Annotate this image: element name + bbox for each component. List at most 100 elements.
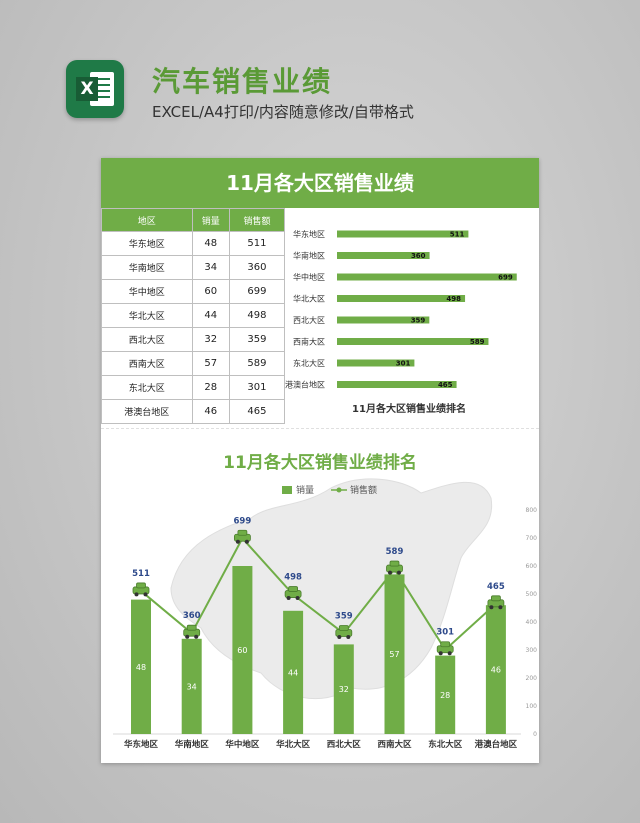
bar — [333, 644, 354, 734]
car-wheel — [489, 605, 494, 610]
category-label: 华东地区 — [124, 739, 159, 750]
car-wheel — [397, 570, 401, 575]
car-icon — [132, 582, 150, 597]
car-roof — [440, 641, 451, 648]
category-label: 华东地区 — [293, 229, 325, 239]
bar — [337, 273, 517, 281]
category-label: 华中地区 — [225, 739, 260, 750]
car-icon — [233, 529, 251, 544]
bar — [337, 230, 469, 238]
axis-tick-label: 400 — [526, 619, 538, 626]
page-title: 汽车销售业绩 — [152, 65, 333, 98]
chart-title: 11月各大区销售业绩排名 — [223, 452, 417, 473]
bar — [435, 655, 456, 734]
axis-tick-label: 300 — [526, 647, 538, 654]
car-wheel — [498, 605, 503, 610]
category-label: 西北大区 — [293, 315, 325, 325]
table-row: 华中地区 60 699 — [101, 279, 286, 304]
bar-data-label: 57 — [389, 650, 399, 659]
category-label: 华北大区 — [293, 294, 325, 304]
cell-region: 华东地区 — [101, 231, 193, 256]
chart-title: 11月各大区销售业绩排名 — [352, 402, 466, 415]
bar — [337, 316, 430, 324]
car-wheel — [438, 651, 443, 656]
axis-tick-label: 800 — [526, 507, 538, 514]
car-roof — [288, 586, 299, 592]
car-wheel — [346, 634, 351, 639]
sales-table: 地区 销量 销售额 华东地区 48 511 华南地区 34 360 华中地区 60 699 华北大… — [101, 208, 286, 424]
excel-letter-icon: X — [76, 77, 98, 101]
category-label: 东北大区 — [428, 739, 463, 750]
car-wheel — [143, 592, 148, 597]
data-label: 359 — [411, 317, 426, 325]
series-line — [140, 536, 497, 652]
category-label: 华南地区 — [293, 251, 325, 261]
bar — [232, 566, 253, 734]
legend: 销量 销售额 — [282, 484, 377, 496]
cell-volume: 57 — [191, 351, 230, 376]
car-icon — [284, 586, 302, 601]
axis-tick-label: 700 — [526, 535, 538, 542]
line-data-label: 511 — [132, 569, 150, 579]
table-row: 东北大区 28 301 — [101, 375, 286, 400]
bar — [283, 610, 304, 734]
car-wheel — [244, 539, 249, 544]
header-volume: 销量 — [191, 208, 230, 232]
cell-revenue: 359 — [228, 327, 286, 352]
cell-volume: 46 — [191, 399, 230, 424]
car-icon — [183, 624, 201, 639]
bar-data-label: 44 — [288, 668, 298, 677]
category-label: 华中地区 — [293, 272, 325, 282]
table-header-row: 地区 销量 销售额 — [101, 208, 286, 232]
cell-revenue: 699 — [228, 279, 286, 304]
line-data-label: 359 — [335, 611, 353, 621]
cell-volume: 48 — [191, 231, 230, 256]
cell-volume: 32 — [191, 327, 230, 352]
car-wheel — [337, 634, 342, 639]
legend-label: 销售额 — [350, 484, 377, 496]
spreadsheet-preview: 11月各大区销售业绩 地区 销量 销售额 华东地区 48 511 华南地区 34 360 华… — [101, 158, 539, 763]
table-row: 华北大区 44 498 — [101, 303, 286, 328]
category-label: 华北大区 — [276, 739, 311, 750]
axis-tick-label: 500 — [526, 591, 538, 598]
data-label: 498 — [446, 295, 461, 303]
bar-data-label: 48 — [136, 663, 146, 672]
category-label: 东北大区 — [293, 358, 325, 368]
car-icon — [487, 595, 505, 610]
axis-tick-label: 100 — [526, 703, 538, 710]
table-row: 华南地区 34 360 — [101, 255, 286, 280]
header-region: 地区 — [101, 208, 193, 232]
divider — [101, 428, 539, 429]
cell-region: 华南地区 — [101, 255, 193, 280]
horizontal-bar-chart: 华东地区 511 华南地区 360 华中地区 699 华北大区 498 西北大区 359 西南大区 5… — [285, 229, 517, 415]
line-data-label: 498 — [284, 573, 302, 583]
excel-icon: X — [66, 60, 124, 118]
category-label: 西南大区 — [293, 337, 325, 347]
car-roof — [237, 529, 248, 536]
car-wheel — [235, 539, 240, 544]
car-wheel — [194, 634, 199, 639]
axis-tick-label: 0 — [533, 731, 537, 738]
car-icon — [386, 560, 403, 575]
table-row: 华东地区 48 511 — [101, 231, 286, 256]
bar — [337, 359, 415, 367]
table-row: 西南大区 57 589 — [101, 351, 286, 376]
axis-tick-label: 200 — [526, 675, 538, 682]
line-data-label: 301 — [436, 628, 454, 638]
car-wheel — [388, 570, 392, 575]
bar-data-label: 60 — [237, 646, 247, 655]
car-roof — [338, 625, 349, 631]
legend-label: 销量 — [296, 484, 314, 496]
table-row: 西北大区 32 359 — [101, 327, 286, 352]
car-roof — [186, 624, 197, 631]
car-wheel — [447, 651, 452, 656]
line-data-label: 589 — [386, 547, 404, 557]
cell-region: 港澳台地区 — [101, 399, 193, 424]
bar — [485, 605, 506, 734]
cell-volume: 60 — [191, 279, 230, 304]
cell-revenue: 360 — [228, 255, 286, 280]
cell-volume: 44 — [191, 303, 230, 328]
category-label: 西北大区 — [327, 739, 362, 750]
data-label: 301 — [396, 360, 411, 368]
